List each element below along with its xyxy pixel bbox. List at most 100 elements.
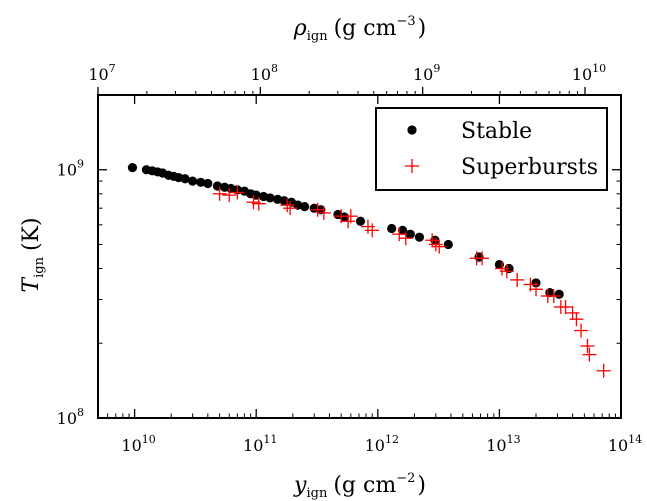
legend-label-stable: Stable [461,119,532,144]
top-tick-label-base: 10 [413,65,433,84]
x-tick-label: 1013 [486,433,520,455]
point-superbursts [283,201,298,216]
x-tick-label-base: 10 [608,436,628,455]
point-stable [405,229,415,239]
point-superbursts [432,239,447,254]
point-superbursts [310,202,325,217]
top-tick-label: 109 [413,62,440,84]
x-tick-label-exponent: 12 [385,433,399,446]
point-superbursts [574,323,589,338]
point-superbursts [425,233,440,248]
point-stable [180,174,190,184]
x-tick-label-base: 10 [121,436,141,455]
point-superbursts [558,299,573,314]
point-superbursts [222,188,237,203]
point-superbursts [582,347,597,362]
y-tick-label: 109 [57,158,84,180]
point-superbursts [251,196,266,211]
y-tick-label-base: 10 [57,161,77,180]
top-tick-label-base: 10 [88,65,108,84]
point-superbursts [565,305,580,320]
top-tick-label-exponent: 7 [109,62,116,75]
x-tick-label-exponent: 11 [263,433,277,446]
top-tick-label: 107 [88,62,115,84]
point-superbursts [392,227,407,242]
top-tick-label: 1010 [572,62,606,84]
point-superbursts [499,264,514,279]
point-stable [339,212,349,222]
legend-box [375,107,608,191]
x-axis-title: yign (g cm−2) [293,471,426,501]
points-layer [127,163,611,378]
point-stable [443,239,453,250]
point-stable [265,193,275,203]
point-stable [387,223,397,234]
plot-frame [97,94,622,419]
point-superbursts [529,282,544,297]
point-superbursts [316,205,331,220]
y-tick-label: 108 [57,406,84,428]
legend-marker-superbursts [405,159,419,173]
point-superbursts [280,198,295,213]
point-superbursts [569,312,584,327]
legend-label-superbursts: Superbursts [461,155,598,180]
x-tick-label-exponent: 13 [507,433,521,446]
x-axis-symbol: y [293,473,307,498]
x-tick-label-base: 10 [486,436,506,455]
y-axis-unit: (K) [19,217,44,251]
point-stable [196,177,206,187]
point-superbursts [365,223,380,238]
x-tick-label-base: 10 [243,436,263,455]
top-tick-label-base: 10 [251,65,271,84]
point-superbursts [428,237,443,252]
y-axis-symbol: T [19,276,44,293]
y-tick-label-exponent: 8 [77,406,84,419]
x-tick-label: 1012 [365,433,399,455]
top-tick-label-base: 10 [572,65,592,84]
point-stable [414,232,425,242]
point-stable [203,178,213,189]
point-superbursts [546,289,561,304]
point-superbursts [212,186,227,201]
top-axis-symbol: ρ [293,16,307,41]
top-tick-label-exponent: 10 [592,62,606,75]
point-superbursts [580,338,595,353]
x-axis-unit: (g cm [333,473,396,498]
legend: Stable Superbursts [375,107,608,191]
y-axis-title: Tign (K) [19,217,47,292]
point-superbursts [510,272,525,287]
top-tick-label: 108 [251,62,278,84]
y-axis-title-group: Tign (K) [19,217,47,292]
top-tick-label-exponent: 8 [271,62,278,75]
point-stable [398,225,408,235]
point-stable [188,176,198,186]
point-stable [554,289,564,299]
top-axis-title: ρign (g cm−3) [293,14,426,44]
x-tick-label-base: 10 [365,436,385,455]
point-stable [299,202,310,212]
top-tick-label-exponent: 9 [433,62,440,75]
x-axis-subscript: ign [306,486,327,501]
top-axis-unit: (g cm [334,16,397,41]
point-stable [355,216,366,226]
y-tick-label-exponent: 9 [77,158,84,171]
top-axis-exponent: −3 [396,14,415,29]
point-superbursts [475,251,490,266]
point-superbursts [596,363,611,378]
top-axis-close: ) [418,16,427,41]
x-axis-close: ) [417,473,426,498]
y-tick-label-base: 10 [57,409,77,428]
point-stable [127,163,138,173]
point-stable [279,196,289,206]
x-tick-label-exponent: 14 [628,433,642,446]
y-axis-subscript: ign [32,256,47,277]
x-tick-label: 1014 [608,433,642,455]
x-tick-label: 1010 [121,433,155,455]
x-axis-exponent: −2 [396,471,415,486]
point-superbursts [398,231,413,246]
point-superbursts [230,185,245,200]
x-tick-label: 1011 [243,433,277,455]
point-superbursts [343,209,358,224]
